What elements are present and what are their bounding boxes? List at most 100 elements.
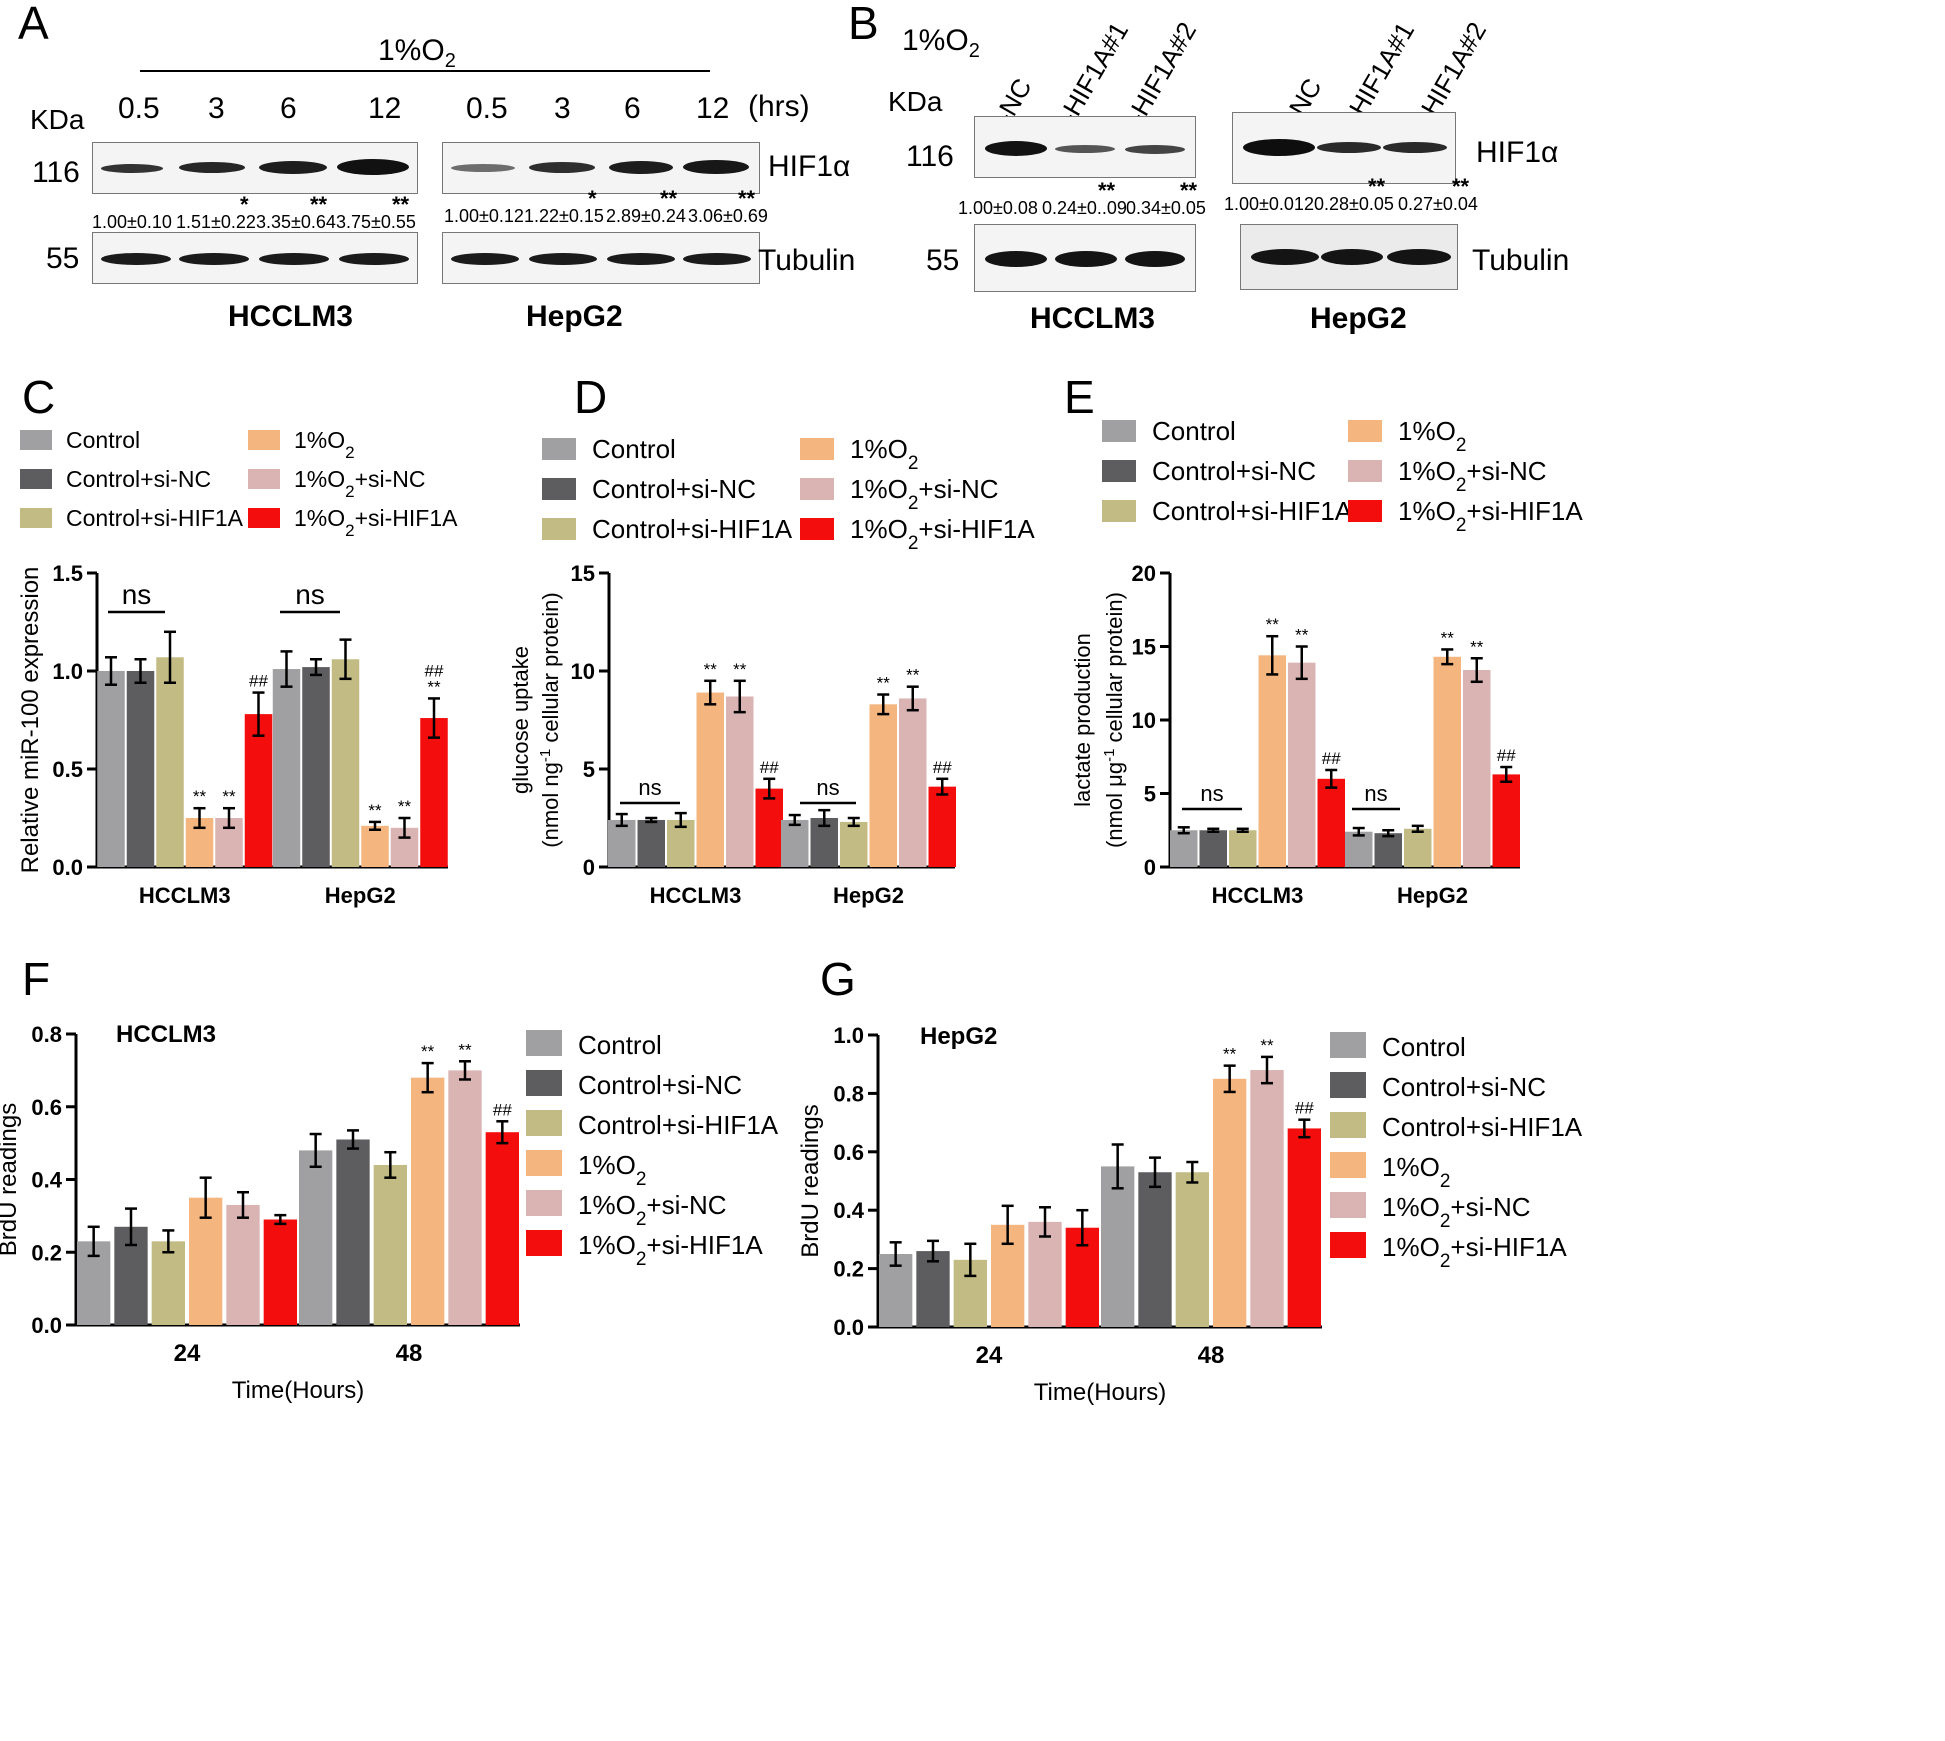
significance-mark: ## [933,758,952,777]
significance-mark: ** [1260,1036,1274,1055]
y-tick-label: 0.0 [833,1315,864,1340]
y-axis-label: Relative miR-100 expression [17,567,44,874]
significance-mark: ## [760,758,779,777]
significance-mark: ** [906,666,920,685]
significance-mark: ** [193,787,207,806]
x-category-label: HepG2 [325,883,396,908]
bar [272,669,301,867]
bar [928,786,956,867]
significance-mark: ## [425,661,444,680]
hif1a-blot-hepg2 [442,142,760,194]
y-tick-label: 10 [571,659,595,684]
legend-label: 1%O2 [850,434,918,474]
significance-mark: ** [1452,174,1470,199]
legend-label: 1%O2 [1382,1152,1450,1192]
bar [726,696,754,867]
legend-label: 1%O2+si-NC [294,466,426,501]
legend-swatch [526,1230,562,1256]
protein-label-tubulin: Tubulin [1472,244,1570,277]
legend-swatch [526,1150,562,1176]
x-axis-label: Time(Hours) [232,1377,364,1404]
legend-label: Control [66,427,140,453]
significance-mark: ## [1295,1099,1314,1118]
blot-band [451,253,519,265]
significance-mark: ** [1368,174,1386,199]
y-tick-label: 5 [1144,782,1156,807]
legend-label: 1%O2+si-HIF1A [578,1230,763,1270]
legend-swatch [1102,500,1136,522]
significance-mark: ** [392,192,410,217]
chart-title: HCCLM3 [116,1021,216,1048]
bar [1175,1172,1209,1327]
x-category-label: HepG2 [1397,883,1468,908]
protein-label-hif1a: HIF1α [768,150,851,183]
y-tick-label: 0.6 [833,1140,864,1165]
panel-a-condition: 1%O2 [378,34,456,72]
ns-label: ns [1200,781,1223,806]
legend-swatch [248,469,280,489]
blot-band [179,253,249,265]
legend-label: Control [1152,416,1236,446]
time-label: 12 [696,92,730,125]
protein-label-tubulin: Tubulin [758,244,856,277]
legend-label: Control [578,1030,662,1060]
legend-swatch [1348,500,1382,522]
legend-label: 1%O2+si-HIF1A [294,505,458,540]
legend-label: 1%O2 [578,1150,646,1190]
bar [608,819,636,867]
significance-mark: ** [1223,1045,1237,1064]
quant-value: 0.24±0..09 [1042,198,1127,218]
blot-band [1055,145,1115,153]
legend-swatch [1330,1192,1366,1218]
x-category-label: HCCLM3 [650,883,742,908]
blot-band [985,251,1047,267]
legend-label: 1%O2+si-HIF1A [1398,496,1583,536]
y-tick-label: 5 [583,757,595,782]
legend-label: 1%O2+si-NC [850,474,999,514]
y-tick-label: 1.5 [52,561,83,586]
time-label: 3 [208,92,225,125]
bar [696,692,724,867]
bar [302,667,330,867]
cell-line-label: HepG2 [526,300,623,333]
tubulin-blot-hepg2 [1240,224,1458,290]
significance-mark: ** [1098,178,1116,203]
bar [420,718,448,867]
bar [755,788,783,867]
panel-letter-g: G [820,953,856,1005]
legend-swatch [1348,460,1382,482]
x-category-label: HCCLM3 [139,883,231,908]
time-label: 3 [554,92,571,125]
blot-band [101,164,163,173]
panel-letter-b: B [848,0,879,49]
y-tick-label: 0.2 [31,1240,62,1265]
y-tick-label: 0.5 [52,757,83,782]
bar [156,657,184,867]
significance-mark: * [588,186,597,211]
legend-swatch [800,478,834,500]
blot-band [529,162,595,173]
panel-letter-a: A [18,0,49,49]
significance-mark: ** [310,192,328,217]
legend-label: 1%O2+si-HIF1A [850,514,1035,554]
legend-label: Control+si-HIF1A [592,514,793,544]
time-label: 0.5 [118,92,160,125]
quant-value: 1.00±0.012 [1224,194,1314,214]
quant-value: 0.28±0.05 [1314,194,1394,214]
y-tick-label: 0.8 [31,1022,62,1047]
y-tick-label: 0.2 [833,1257,864,1282]
quant-value: 0.34±0.05 [1126,198,1206,218]
panel-letter-f: F [22,953,51,1005]
significance-mark: ** [222,787,236,806]
bar [97,671,125,867]
significance-mark: ** [738,186,756,211]
x-category-label: 48 [1198,1342,1225,1369]
x-category-label: 24 [174,1340,201,1367]
bar [1492,774,1520,867]
bar [1199,830,1227,867]
bar [1258,655,1286,867]
chart-title: HepG2 [920,1023,997,1050]
blot-band [1125,251,1185,267]
hif1a-blot-hcclm3 [974,116,1196,178]
blot-band [609,161,673,174]
